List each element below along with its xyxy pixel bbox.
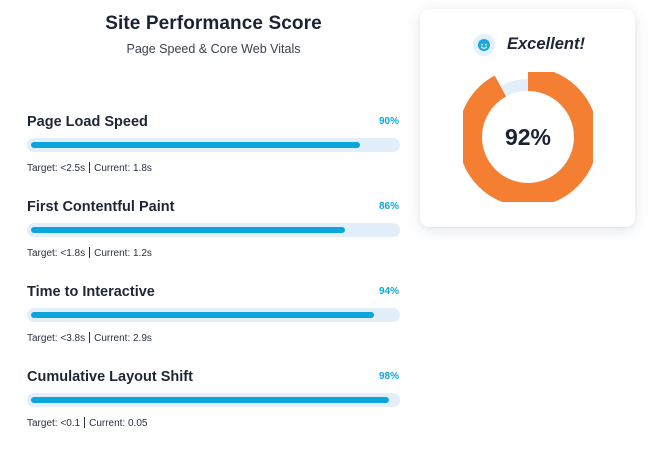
metric-name: Page Load Speed bbox=[27, 114, 148, 130]
progress-track bbox=[27, 223, 400, 237]
divider bbox=[89, 162, 91, 173]
divider bbox=[84, 417, 86, 428]
rating-badge: Excellent! bbox=[420, 34, 635, 56]
progress-track bbox=[27, 138, 400, 152]
progress-track bbox=[27, 393, 400, 407]
metric-percent: 86% bbox=[378, 201, 399, 212]
metric-current: Current: 2.9s bbox=[94, 333, 152, 344]
metric-target: Target: <0.1 bbox=[27, 418, 81, 429]
metric-target: Target: <1.8s bbox=[27, 248, 86, 259]
page-title: Site Performance Score bbox=[105, 13, 322, 34]
metric-current: Current: 0.05 bbox=[89, 418, 148, 429]
metric-current: Current: 1.8s bbox=[94, 163, 152, 174]
progress-track bbox=[27, 308, 400, 322]
divider bbox=[89, 247, 91, 258]
metric-name: First Contentful Paint bbox=[27, 199, 175, 215]
metric-target: Target: <3.8s bbox=[27, 333, 86, 344]
progress-fill bbox=[31, 227, 345, 233]
metric-meta: Target: <2.5s Current: 1.8s bbox=[27, 162, 152, 174]
divider bbox=[89, 332, 91, 343]
metric-first-contentful-paint: First Contentful Paint 86% Target: <1.8s… bbox=[27, 199, 400, 269]
metric-target: Target: <2.5s bbox=[27, 163, 86, 174]
smiley-face-icon bbox=[473, 34, 495, 56]
metric-current: Current: 1.2s bbox=[94, 248, 152, 259]
score-card: Excellent! 92% bbox=[420, 9, 635, 227]
metric-meta: Target: <0.1 Current: 0.05 bbox=[27, 417, 147, 429]
progress-fill bbox=[31, 397, 389, 403]
metric-meta: Target: <3.8s Current: 2.9s bbox=[27, 332, 152, 344]
metric-page-load-speed: Page Load Speed 90% Target: <2.5s Current… bbox=[27, 114, 400, 184]
metric-percent: 98% bbox=[378, 371, 399, 382]
metric-name: Time to Interactive bbox=[27, 284, 155, 300]
metric-percent: 94% bbox=[378, 286, 399, 297]
metric-name: Cumulative Layout Shift bbox=[27, 369, 193, 385]
donut-progress bbox=[463, 72, 593, 202]
page-subtitle: Page Speed & Core Web Vitals bbox=[126, 42, 301, 56]
metric-percent: 90% bbox=[378, 116, 399, 127]
metric-cumulative-layout-shift: Cumulative Layout Shift 98% Target: <0.1… bbox=[27, 369, 400, 439]
progress-fill bbox=[31, 142, 360, 148]
metric-time-to-interactive: Time to Interactive 94% Target: <3.8s Cur… bbox=[27, 284, 400, 354]
score-value: 92% bbox=[505, 124, 551, 150]
rating-label: Excellent! bbox=[507, 35, 585, 53]
score-donut: 92% bbox=[463, 72, 593, 202]
metric-meta: Target: <1.8s Current: 1.2s bbox=[27, 247, 152, 259]
progress-fill bbox=[31, 312, 375, 318]
